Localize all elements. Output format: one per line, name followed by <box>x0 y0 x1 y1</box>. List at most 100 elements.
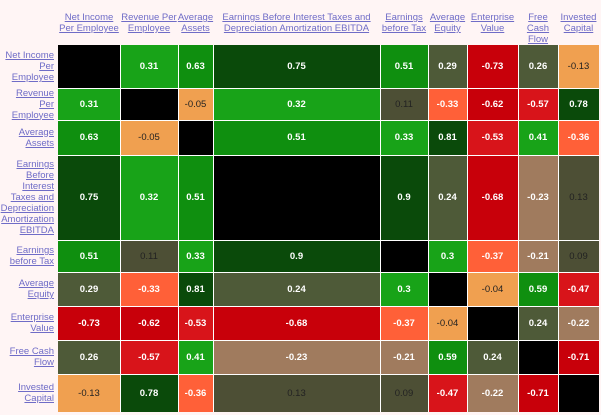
heatmap-cell-6-3: -0.68 <box>213 306 380 340</box>
row-header-net-income-per-employee[interactable]: Net Income Per Employee <box>5 50 54 83</box>
grid-divider <box>213 45 214 412</box>
grid-divider <box>58 340 599 341</box>
heatmap-cell-3-2: 0.51 <box>178 155 213 240</box>
heatmap-cell-2-6: -0.53 <box>467 120 518 155</box>
heatmap-cell-8-7: -0.71 <box>518 374 558 412</box>
row-header-earnings-before-tax[interactable]: Earnings before Tax <box>9 245 54 267</box>
grid-divider <box>58 88 599 89</box>
heatmap-cell-3-6: -0.68 <box>467 155 518 240</box>
heatmap-cell-1-8: 0.78 <box>558 88 599 120</box>
row-header-revenue-per-employee[interactable]: Revenue Per Employee <box>11 87 54 121</box>
heatmap-cell-0-8: -0.13 <box>558 45 599 88</box>
grid-divider <box>58 120 599 121</box>
heatmap-cell-4-4 <box>380 240 428 272</box>
heatmap-cell-7-2: 0.41 <box>178 340 213 374</box>
heatmap-cell-7-1: -0.57 <box>120 340 178 374</box>
heatmap-cell-5-6: -0.04 <box>467 272 518 306</box>
row-header-enterprise-value[interactable]: Enterprise Value <box>10 312 54 334</box>
grid-divider <box>178 45 179 412</box>
heatmap-cell-7-7 <box>518 340 558 374</box>
col-header-average-equity[interactable]: Average Equity <box>429 12 466 34</box>
heatmap-cell-5-5 <box>428 272 467 306</box>
col-header-average-assets[interactable]: Average Assets <box>177 12 214 34</box>
heatmap-cell-2-4: 0.33 <box>380 120 428 155</box>
grid-divider <box>58 272 599 273</box>
heatmap-cell-8-5: -0.47 <box>428 374 467 412</box>
heatmap-cell-2-8: -0.36 <box>558 120 599 155</box>
heatmap-cell-0-4: 0.51 <box>380 45 428 88</box>
heatmap-cell-8-4: 0.09 <box>380 374 428 412</box>
col-header-earnings-before-tax[interactable]: Earnings before Tax <box>381 12 427 34</box>
heatmap-cell-3-4: 0.9 <box>380 155 428 240</box>
heatmap-cell-8-3: 0.13 <box>213 374 380 412</box>
heatmap-cell-6-8: -0.22 <box>558 306 599 340</box>
heatmap-cell-6-7: 0.24 <box>518 306 558 340</box>
heatmap-cell-5-8: -0.47 <box>558 272 599 306</box>
col-header-earnings-before-interest-taxes-and-depreciation-amortization-ebitda[interactable]: Earnings Before Interest Taxes and Depre… <box>222 12 371 34</box>
heatmap-cell-4-2: 0.33 <box>178 240 213 272</box>
heatmap-cell-4-6: -0.37 <box>467 240 518 272</box>
heatmap-cell-4-7: -0.21 <box>518 240 558 272</box>
heatmap-cell-6-5: -0.04 <box>428 306 467 340</box>
heatmap-cell-4-0: 0.51 <box>58 240 120 272</box>
grid-divider <box>518 45 519 412</box>
row-header-invested-capital[interactable]: Invested Capital <box>18 382 54 404</box>
grid-divider <box>58 155 599 156</box>
heatmap-cell-8-0: -0.13 <box>58 374 120 412</box>
row-header-earnings-before-interest-taxes-and-depreciation-amortization-ebitda[interactable]: Earnings Before Interest Taxes and Depre… <box>0 159 54 236</box>
col-header-free-cash-flow[interactable]: Free Cash Flow <box>526 12 550 45</box>
heatmap-cell-1-4: 0.11 <box>380 88 428 120</box>
col-header-net-income-per-employee[interactable]: Net Income Per Employee <box>59 12 119 34</box>
heatmap-cell-1-2: -0.05 <box>178 88 213 120</box>
heatmap-cell-7-5: 0.59 <box>428 340 467 374</box>
heatmap-cell-1-5: -0.33 <box>428 88 467 120</box>
grid-divider <box>58 240 599 241</box>
heatmap-cell-3-1: 0.32 <box>120 155 178 240</box>
heatmap-cell-8-8 <box>558 374 599 412</box>
heatmap-cell-6-6 <box>467 306 518 340</box>
heatmap-cell-7-6: 0.24 <box>467 340 518 374</box>
col-header-enterprise-value[interactable]: Enterprise Value <box>470 12 515 34</box>
grid-divider <box>58 374 599 375</box>
grid-divider <box>380 45 381 412</box>
heatmap-cell-2-0: 0.63 <box>58 120 120 155</box>
heatmap-cell-1-6: -0.62 <box>467 88 518 120</box>
heatmap-cell-2-3: 0.51 <box>213 120 380 155</box>
heatmap-cell-5-2: 0.81 <box>178 272 213 306</box>
row-header-free-cash-flow[interactable]: Free Cash Flow <box>9 346 54 368</box>
heatmap-cell-1-3: 0.32 <box>213 88 380 120</box>
heatmap-cell-3-7: -0.23 <box>518 155 558 240</box>
heatmap-cell-4-5: 0.3 <box>428 240 467 272</box>
heatmap-cell-7-4: -0.21 <box>380 340 428 374</box>
heatmap-cell-4-1: 0.11 <box>120 240 178 272</box>
heatmap-cell-6-0: -0.73 <box>58 306 120 340</box>
heatmap-cell-7-3: -0.23 <box>213 340 380 374</box>
col-header-revenue-per-employee[interactable]: Revenue Per Employee <box>121 12 177 34</box>
row-header-average-equity[interactable]: Average Equity <box>18 278 54 300</box>
heatmap-cell-8-1: 0.78 <box>120 374 178 412</box>
heatmap-cell-0-0 <box>58 45 120 88</box>
heatmap-cell-2-1: -0.05 <box>120 120 178 155</box>
heatmap-cell-0-6: -0.73 <box>467 45 518 88</box>
heatmap-cell-5-0: 0.29 <box>58 272 120 306</box>
row-header-average-assets[interactable]: Average Assets <box>18 126 54 149</box>
heatmap-cell-3-5: 0.24 <box>428 155 467 240</box>
heatmap-cell-1-0: 0.31 <box>58 88 120 120</box>
heatmap-cell-2-5: 0.81 <box>428 120 467 155</box>
grid-divider <box>58 306 599 307</box>
heatmap-cell-6-1: -0.62 <box>120 306 178 340</box>
heatmap-cell-4-3: 0.9 <box>213 240 380 272</box>
heatmap-cell-0-3: 0.75 <box>213 45 380 88</box>
heatmap-cell-0-2: 0.63 <box>178 45 213 88</box>
grid-divider <box>120 45 121 412</box>
heatmap-cell-4-8: 0.09 <box>558 240 599 272</box>
heatmap-cell-6-4: -0.37 <box>380 306 428 340</box>
heatmap-cell-5-4: 0.3 <box>380 272 428 306</box>
heatmap-cell-8-2: -0.36 <box>178 374 213 412</box>
grid-divider <box>558 45 559 412</box>
heatmap-cell-5-7: 0.59 <box>518 272 558 306</box>
col-header-invested-capital[interactable]: Invested Capital <box>560 12 597 34</box>
heatmap-cell-7-0: 0.26 <box>58 340 120 374</box>
heatmap-cell-3-3 <box>213 155 380 240</box>
